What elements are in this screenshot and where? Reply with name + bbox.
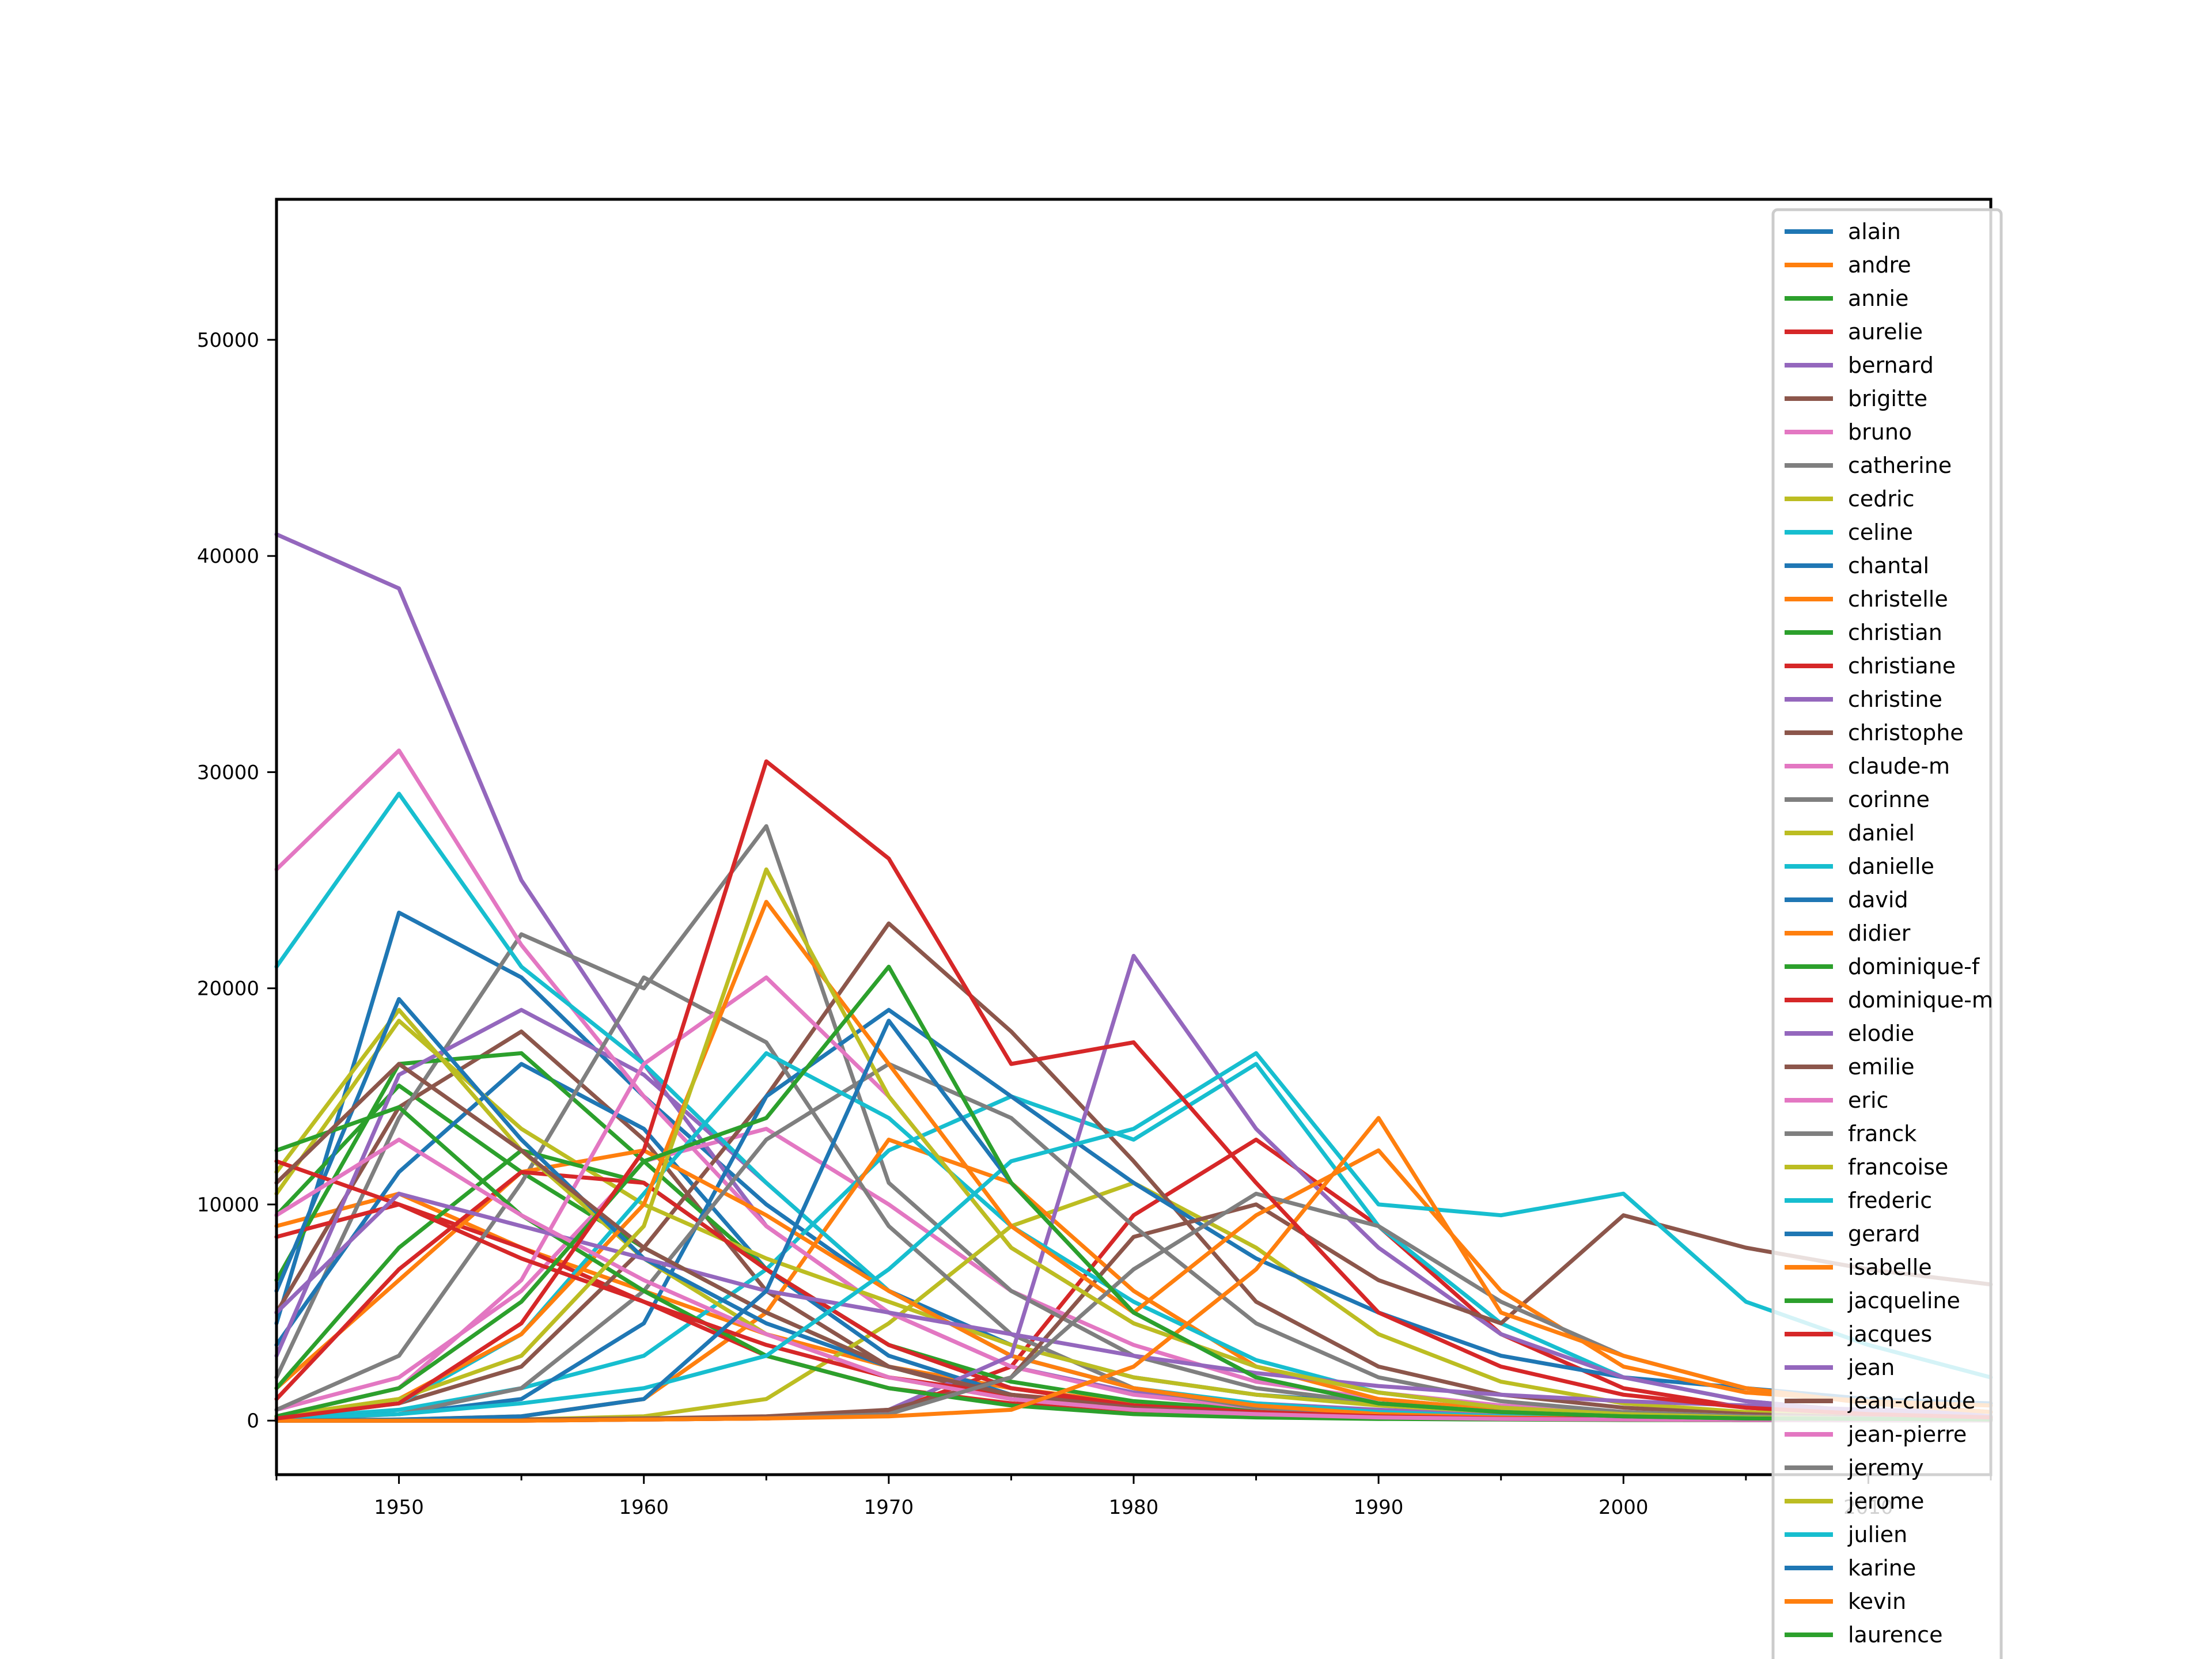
y-axis: 0 10000 20000 30000 40000 50000 (197, 329, 276, 1433)
series-line-kevin (274, 1116, 1993, 1423)
legend-label-jacqueline: jacqueline (1847, 1288, 1960, 1313)
x-tick-label: 1970 (864, 1496, 914, 1519)
legend-label-christophe: christophe (1848, 720, 1964, 745)
series-line-elodie (274, 953, 1993, 1423)
legend-label-laurence: laurence (1848, 1622, 1942, 1647)
x-tick-label: 1990 (1354, 1496, 1404, 1519)
y-tick-label: 0 (247, 1410, 259, 1433)
legend-label-aurelie: aurelie (1848, 319, 1923, 344)
legend-label-chantal: chantal (1848, 553, 1929, 578)
y-tick-label: 20000 (197, 978, 259, 1001)
legend-label-danielle: danielle (1848, 854, 1934, 879)
legend-label-corinne: corinne (1848, 787, 1930, 812)
y-tick-label: 10000 (197, 1194, 259, 1217)
legend-label-jacques: jacques (1847, 1321, 1932, 1347)
legend-label-frederic: frederic (1848, 1188, 1932, 1213)
legend-label-andre: andre (1848, 252, 1911, 278)
legend-label-franck: franck (1848, 1121, 1916, 1146)
x-axis: 1950196019701980199020002010 (275, 1475, 1992, 1519)
legend-label-claude-m: claude-m (1848, 753, 1950, 779)
legend-label-brigitte: brigitte (1848, 386, 1927, 411)
series-line-laurence (274, 964, 1993, 1422)
x-tick-label: 2000 (1599, 1496, 1649, 1519)
legend-label-francoise: francoise (1848, 1154, 1948, 1180)
legend-label-kevin: kevin (1848, 1589, 1906, 1614)
legend-label-jean-pierre: jean-pierre (1847, 1422, 1967, 1447)
series-line-laurent (274, 759, 1993, 1421)
legend-label-elodie: elodie (1848, 1021, 1914, 1046)
series-line-danielle (274, 791, 1993, 1422)
legend: alain andre annie aurelie bernard brigitte bru… (1771, 208, 2003, 1659)
x-tick-label: 1950 (374, 1496, 424, 1519)
legend-label-bruno: bruno (1848, 419, 1912, 445)
plot-frame (275, 198, 1993, 1476)
series-lines (274, 532, 1993, 1423)
legend-label-david: david (1848, 887, 1908, 912)
y-tick-label: 30000 (197, 761, 259, 784)
legend-label-dominique-f: dominique-f (1848, 954, 1980, 979)
legend-label-dominique-m: dominique-m (1848, 987, 1993, 1013)
legend-label-catherine: catherine (1848, 453, 1952, 478)
legend-label-celine: celine (1848, 520, 1913, 545)
legend-label-jeremy: jeremy (1847, 1455, 1924, 1480)
legend-label-bernard: bernard (1848, 353, 1934, 378)
series-line-christophe (274, 921, 1993, 1421)
y-tick-label: 40000 (197, 545, 259, 568)
legend-label-gerard: gerard (1848, 1221, 1921, 1247)
legend-label-laurent: laurent (1848, 1656, 1926, 1659)
legend-label-christian: christian (1848, 620, 1942, 645)
legend-label-karine: karine (1848, 1555, 1916, 1581)
x-tick-label: 1980 (1109, 1496, 1159, 1519)
legend-label-jean: jean (1847, 1355, 1895, 1380)
legend-label-alain: alain (1848, 219, 1901, 244)
series-line-catherine (274, 824, 1993, 1422)
legend-label-jerome: jerome (1847, 1488, 1924, 1514)
legend-label-emilie: emilie (1848, 1054, 1914, 1080)
legend-label-christine: christine (1848, 687, 1942, 712)
legend-label-daniel: daniel (1848, 820, 1915, 846)
series-line-julien (274, 1051, 1993, 1421)
legend-label-isabelle: isabelle (1848, 1255, 1932, 1280)
legend-label-jean-claude: jean-claude (1847, 1388, 1975, 1414)
legend-label-julien: julien (1847, 1522, 1907, 1547)
x-tick-label: 1960 (619, 1496, 669, 1519)
legend-box (1771, 208, 2003, 1659)
legend-label-eric: eric (1848, 1088, 1888, 1113)
y-tick-label: 50000 (197, 329, 259, 352)
series-line-jean-pierre (274, 1137, 1993, 1423)
series-line-jerome (274, 867, 1993, 1422)
legend-label-annie: annie (1848, 286, 1908, 311)
legend-label-christelle: christelle (1848, 586, 1948, 612)
legend-label-didier: didier (1848, 921, 1911, 946)
legend-label-cedric: cedric (1848, 486, 1914, 512)
legend-label-christiane: christiane (1848, 653, 1956, 679)
